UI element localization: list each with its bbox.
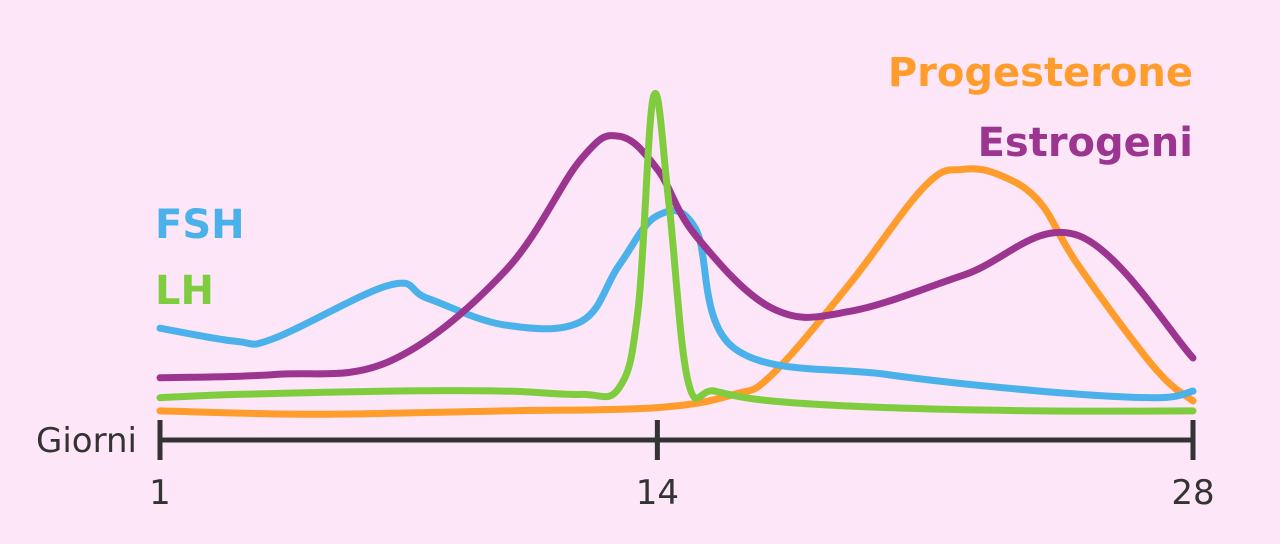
series-label-fsh: FSH <box>155 202 245 248</box>
x-tick-label: 1 <box>149 473 171 513</box>
progesterone-curve <box>156 165 1197 418</box>
x-tick-label: 28 <box>1171 473 1214 513</box>
x-axis-label: Giorni <box>36 421 137 461</box>
curves-layer <box>156 90 1197 418</box>
series-label-progesterone: Progesterone <box>888 50 1193 96</box>
series-labels: FSH LH Estrogeni Progesterone <box>155 50 1193 314</box>
estrogeni-curve <box>156 132 1197 382</box>
x-tick-label: 14 <box>636 473 679 513</box>
series-label-lh: LH <box>155 268 214 314</box>
lh-curve <box>156 90 1197 415</box>
x-axis: Giorni 1 14 28 <box>36 420 1215 513</box>
series-label-estrogeni: Estrogeni <box>978 120 1193 166</box>
fsh-curve <box>156 207 1197 402</box>
